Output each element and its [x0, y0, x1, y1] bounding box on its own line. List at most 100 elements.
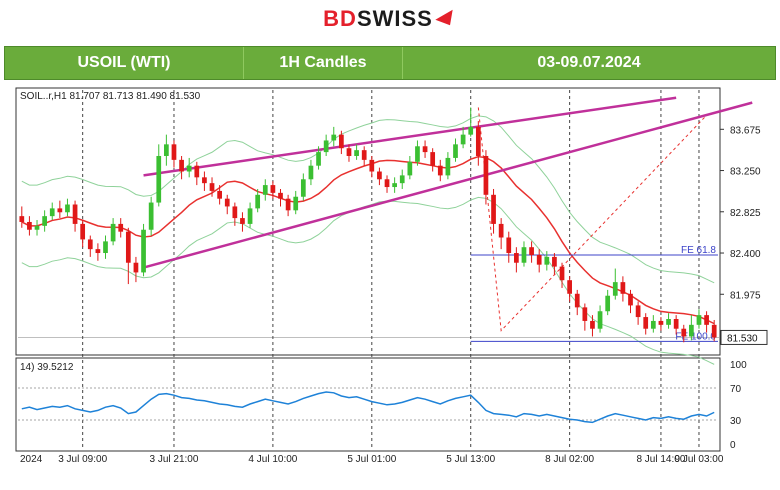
- candle-body: [346, 148, 352, 156]
- candle-body: [164, 144, 169, 156]
- trendline: [143, 101, 753, 269]
- chart-header-bar: USOIL (WTI) 1H Candles 03-09.07.2024: [4, 46, 776, 80]
- candle-body: [582, 307, 588, 321]
- candle-body: [179, 159, 184, 172]
- candle-body: [217, 190, 222, 199]
- candle-body: [514, 253, 519, 263]
- candle-body: [407, 161, 413, 176]
- candle-body: [255, 194, 261, 209]
- candle-body: [42, 216, 47, 226]
- candle-body: [331, 134, 337, 141]
- candle-body: [171, 144, 177, 160]
- candle-body: [468, 126, 474, 135]
- lower-band-line: [21, 196, 715, 365]
- candle-body: [673, 319, 679, 329]
- price-tick-label: 83.675: [730, 125, 761, 136]
- candle-body: [262, 185, 268, 195]
- candle-body: [202, 177, 207, 184]
- sub-plot-frame: [15, 357, 721, 452]
- candle-body: [529, 247, 534, 255]
- candle-body: [658, 320, 664, 325]
- candle-body: [27, 221, 32, 230]
- candle-body: [354, 150, 359, 156]
- price-tick-label: 81.975: [730, 290, 761, 301]
- candle-body: [57, 208, 63, 213]
- candle-body: [430, 152, 436, 166]
- x-axis-label: 8 Jul 14:00: [636, 454, 685, 465]
- x-axis-label: 3 Jul 09:00: [58, 454, 107, 465]
- chart-info-line: SOIL..r,H1 81.707 81.713 81.490 81.530: [20, 91, 201, 102]
- sub-tick-label: 70: [730, 384, 742, 395]
- candle-body: [483, 155, 489, 195]
- candle-body: [521, 247, 527, 263]
- candle-body: [384, 179, 390, 188]
- candle-body: [118, 223, 124, 232]
- candle-body: [65, 204, 70, 213]
- candle-body: [72, 204, 78, 224]
- candle-body: [552, 256, 557, 267]
- main-plot-frame: [15, 87, 721, 356]
- candle-body: [689, 324, 694, 337]
- fib-level-label: FE 100.0: [675, 331, 716, 342]
- candle-body: [567, 280, 572, 294]
- candle-body: [125, 231, 131, 263]
- candle-body: [224, 198, 230, 207]
- sub-tick-label: 30: [730, 416, 742, 427]
- x-axis-label: 3 Jul 21:00: [150, 454, 199, 465]
- candle-body: [506, 237, 512, 254]
- sub-tick-label: 100: [730, 360, 747, 371]
- candle-body: [544, 256, 550, 265]
- candle-body: [650, 320, 656, 329]
- candle-body: [704, 315, 709, 325]
- x-axis-label: 5 Jul 01:00: [347, 454, 396, 465]
- candle-body: [148, 202, 154, 230]
- timeframe-label: 1H Candles: [244, 47, 403, 79]
- candle-body: [612, 282, 618, 296]
- x-axis-label: 5 Jul 13:00: [446, 454, 495, 465]
- sub-indicator-label: 14) 39.5212: [20, 362, 74, 373]
- candle-body: [87, 239, 93, 250]
- sub-tick-label: 0: [730, 440, 736, 451]
- candle-body: [415, 146, 420, 162]
- candle-body: [635, 305, 641, 318]
- candle-body: [247, 208, 253, 224]
- x-axis-label: 8 Jul 02:00: [545, 454, 594, 465]
- brand-part-1: BD: [323, 6, 357, 31]
- price-tick-label: 83.250: [730, 167, 761, 178]
- candle-body: [590, 320, 595, 329]
- x-axis-label: 2024: [20, 454, 43, 465]
- candle-body: [536, 254, 542, 265]
- candle-body: [369, 159, 375, 172]
- candle-body: [141, 229, 146, 273]
- x-axis-label: 4 Jul 10:00: [248, 454, 297, 465]
- candle-body: [186, 165, 192, 172]
- candle-body: [643, 317, 649, 329]
- candle-body: [681, 328, 687, 337]
- brand-logo: BDSWISS: [0, 6, 780, 32]
- candle-body: [453, 144, 458, 158]
- candle-body: [308, 165, 314, 180]
- candle-body: [498, 223, 504, 238]
- candle-body: [491, 194, 496, 224]
- candle-body: [605, 295, 611, 312]
- x-axis-label: 9 Jul 03:00: [675, 454, 724, 465]
- candle-body: [156, 155, 162, 203]
- candle-body: [437, 165, 443, 176]
- moving-average-line: [21, 155, 715, 325]
- candle-body: [133, 262, 139, 273]
- candle-body: [323, 140, 329, 153]
- candle-body: [19, 216, 25, 222]
- candle-body: [711, 324, 717, 338]
- last-price-box: [720, 329, 768, 345]
- candle-body: [574, 293, 580, 308]
- candle-body: [285, 198, 291, 211]
- candle-body: [361, 150, 367, 160]
- candle-body: [49, 208, 55, 217]
- candle-body: [103, 241, 108, 254]
- candle-body: [339, 134, 344, 149]
- candle-body: [34, 225, 40, 230]
- period-label: 03-09.07.2024: [537, 54, 641, 71]
- trendline: [143, 96, 677, 177]
- candle-body: [110, 223, 116, 242]
